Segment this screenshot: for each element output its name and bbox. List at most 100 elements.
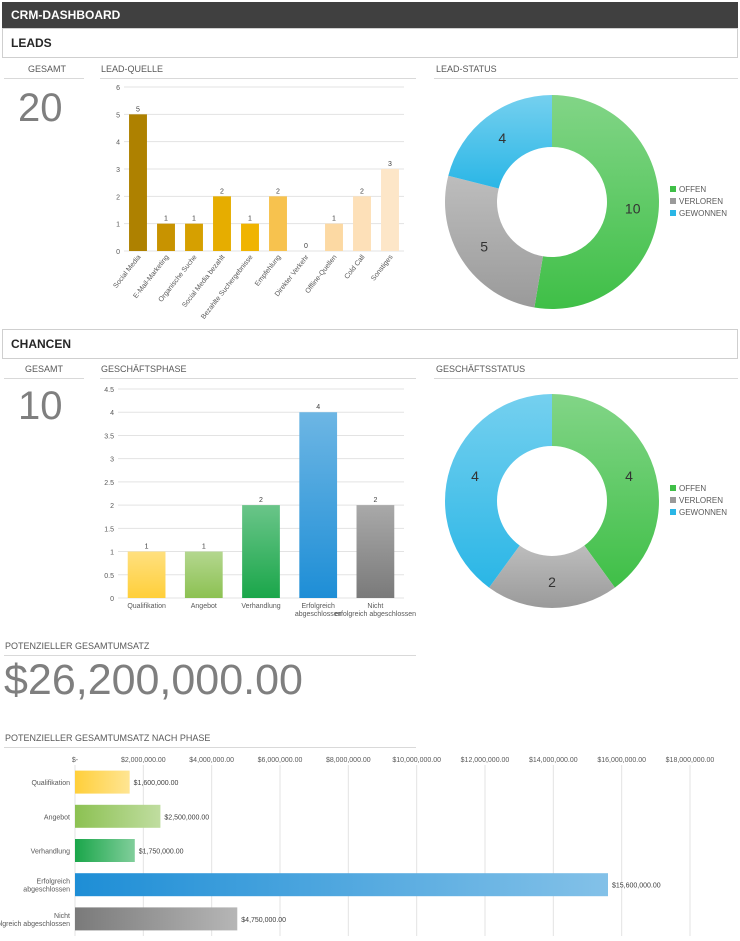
- slice-value-label: 2: [548, 574, 556, 590]
- bar: [185, 223, 203, 251]
- x-tick-label: $16,000,000.00: [597, 757, 646, 764]
- x-tick-label: $-: [72, 757, 79, 764]
- leads-total-label: GESAMT: [28, 64, 67, 74]
- y-tick-label: 6: [116, 85, 120, 92]
- bar-value-label: 2: [373, 497, 377, 504]
- legend-swatch: [670, 210, 676, 216]
- bar-value-label: 2: [276, 188, 280, 195]
- bar-value-label: 3: [388, 161, 392, 168]
- bar: [325, 223, 343, 251]
- legend-swatch: [670, 485, 676, 491]
- bar: [213, 196, 231, 251]
- deal-status-rule: [434, 378, 738, 379]
- revenue-by-phase-rule: [4, 747, 416, 748]
- y-tick-label: 0: [116, 249, 120, 256]
- bar: [129, 114, 147, 251]
- bar: [269, 196, 287, 251]
- donut-slice: [489, 545, 615, 608]
- y-tick-label: 4: [110, 410, 114, 417]
- bar-value-label: 1: [202, 544, 206, 551]
- y-tick-label: 2: [110, 503, 114, 510]
- y-tick-label: 0.5: [104, 573, 114, 580]
- y-tick-label: erfolgreich abgeschlossen: [0, 921, 70, 928]
- y-tick-label: 3.5: [104, 433, 114, 440]
- x-tick-label: abgeschlossen: [295, 611, 342, 618]
- lead-source-label: LEAD-QUELLE: [101, 64, 164, 74]
- bar: [356, 505, 395, 598]
- bar-value-label: 1: [248, 216, 252, 223]
- bar: [241, 223, 259, 251]
- bar-value-label: $15,600,000.00: [612, 883, 661, 890]
- bar-value-label: 0: [304, 243, 308, 250]
- bar-value-label: $1,600,000.00: [134, 780, 179, 787]
- slice-value-label: 4: [498, 130, 506, 146]
- y-tick-label: 2.5: [104, 480, 114, 487]
- bar: [157, 223, 175, 251]
- bar-value-label: $1,750,000.00: [139, 849, 184, 856]
- x-tick-label: Qualifikation: [127, 603, 166, 610]
- x-tick-label: $18,000,000.00: [666, 757, 715, 764]
- donut-slice: [448, 95, 552, 189]
- leads-total-rule: [4, 78, 84, 79]
- x-tick-label: $6,000,000.00: [258, 757, 303, 764]
- x-tick-label: $2,000,000.00: [121, 757, 166, 764]
- legend-label: VERLOREN: [679, 197, 723, 206]
- revenue-total-label: POTENZIELLER GESAMTUMSATZ: [5, 641, 150, 651]
- deal-status-label: GESCHÄFTSSTATUS: [436, 364, 526, 374]
- bar-value-label: 2: [220, 188, 224, 195]
- bar: [353, 196, 371, 251]
- x-tick-label: Erfolgreich: [301, 603, 335, 610]
- x-tick-label: Nicht: [367, 603, 383, 610]
- bar-value-label: 4: [316, 404, 320, 411]
- legend-swatch: [670, 497, 676, 503]
- y-tick-label: abgeschlossen: [23, 887, 70, 894]
- bar: [242, 505, 280, 598]
- legend-label: OFFEN: [679, 185, 706, 194]
- y-tick-label: 2: [116, 194, 120, 201]
- dashboard-title: CRM-DASHBOARD: [2, 2, 738, 28]
- y-tick-label: 3: [110, 457, 114, 464]
- bar-value-label: 1: [164, 216, 168, 223]
- bar: [184, 551, 223, 598]
- legend-swatch: [670, 186, 676, 192]
- bar: [75, 804, 161, 828]
- x-tick-label: Angebot: [191, 603, 217, 610]
- bar: [75, 770, 130, 794]
- bar-value-label: 2: [360, 188, 364, 195]
- y-tick-label: Nicht: [54, 913, 70, 920]
- bar: [381, 169, 399, 251]
- donut-slice: [552, 394, 659, 588]
- x-tick-label: $14,000,000.00: [529, 757, 578, 764]
- y-tick-label: 1.5: [104, 526, 114, 533]
- x-tick-label: $8,000,000.00: [326, 757, 371, 764]
- donut-slice: [534, 95, 660, 310]
- revenue-by-phase-label: POTENZIELLER GESAMTUMSATZ NACH PHASE: [5, 733, 211, 743]
- x-tick-label: erfolgreich abgeschlossen: [335, 611, 416, 618]
- bar-value-label: $4,750,000.00: [241, 917, 286, 924]
- chancen-total-label: GESAMT: [25, 364, 64, 374]
- y-tick-label: 5: [116, 112, 120, 119]
- deal-phase-rule: [100, 378, 416, 379]
- y-tick-label: Qualifikation: [31, 780, 70, 787]
- revenue-total-rule: [4, 655, 416, 656]
- bar-value-label: 1: [192, 216, 196, 223]
- lead-status-label: LEAD-STATUS: [436, 64, 497, 74]
- slice-value-label: 5: [480, 238, 488, 254]
- bar-value-label: 1: [332, 216, 336, 223]
- bar: [75, 907, 238, 931]
- slice-value-label: 10: [625, 201, 641, 217]
- lead-source-rule: [100, 78, 416, 79]
- y-tick-label: Erfolgreich: [37, 879, 71, 886]
- bar-value-label: 1: [145, 544, 149, 551]
- bar: [75, 873, 608, 897]
- chancen-section-header: CHANCEN: [2, 329, 738, 359]
- slice-value-label: 4: [625, 468, 633, 484]
- chancen-total-rule: [4, 378, 84, 379]
- legend-swatch: [670, 509, 676, 515]
- slice-value-label: 4: [471, 468, 479, 484]
